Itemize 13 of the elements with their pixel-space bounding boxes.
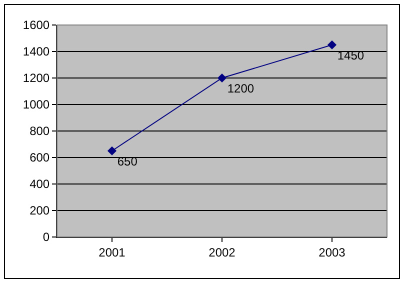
y-tick-label: 1000 [22,98,50,112]
y-tick-label: 600 [30,150,50,165]
y-tick-label: 1600 [22,18,50,32]
x-tick-label: 2003 [318,245,346,260]
y-tick-label: 1400 [22,44,50,59]
y-tick-label: 1200 [22,71,50,86]
y-tick-label: 200 [30,204,50,218]
y-tick-label: 400 [30,177,50,192]
x-tick-label: 2002 [208,245,236,260]
y-tick-label: 800 [30,124,50,138]
y-tick-label: 0 [42,230,50,244]
data-label: 1200 [227,81,254,96]
x-tick-label: 2001 [98,245,126,260]
